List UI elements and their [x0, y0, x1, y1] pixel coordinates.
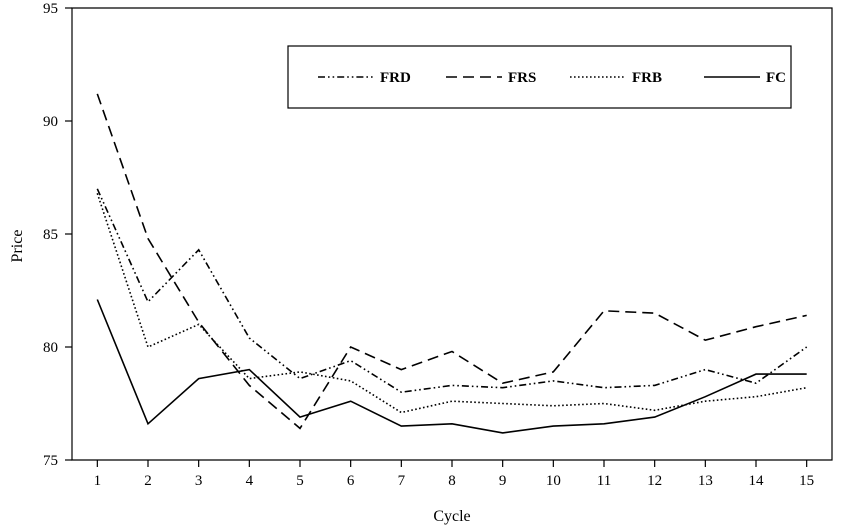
axes: [71, 7, 833, 461]
legend-label-frb: FRB: [632, 70, 662, 86]
legend-label-frd: FRD: [380, 70, 411, 86]
x-tick-label: 8: [448, 473, 456, 489]
series-line-fc: [96, 299, 807, 434]
series-line-frd: [96, 188, 808, 394]
x-tick-label: 4: [246, 473, 254, 489]
plot-frame: [71, 7, 833, 461]
x-tick-label: 11: [597, 473, 611, 489]
x-tick-label: 1: [94, 473, 102, 489]
x-tick-label: 7: [398, 473, 406, 489]
y-tick-label: 85: [43, 227, 58, 243]
y-axis-title: Price: [9, 230, 26, 263]
x-tick-label: 5: [296, 473, 304, 489]
x-tick-label: 9: [499, 473, 507, 489]
x-tick-label: 2: [144, 473, 152, 489]
y-tick-label: 95: [43, 1, 58, 17]
legend-label-fc: FC: [766, 70, 786, 86]
x-tick-label: 15: [799, 473, 814, 489]
series-lines: [96, 93, 808, 434]
y-tick-label: 80: [43, 340, 58, 356]
x-axis-title: Cycle: [433, 508, 470, 525]
y-tick-label: 75: [43, 453, 58, 469]
legend: FRD FRS FRB FC: [287, 45, 792, 109]
legend-label-frs: FRS: [508, 70, 536, 86]
x-tick-label: 3: [195, 473, 203, 489]
x-tick-label: 14: [749, 473, 765, 489]
x-tick-label: 12: [647, 473, 662, 489]
x-axis-ticks: 1 2 3 4 5 6 7 8 9 10 11 12 13 14 15: [94, 460, 814, 489]
series-line-frs: [96, 93, 807, 430]
y-tick-label: 90: [43, 114, 58, 130]
y-axis-ticks: 75 80 85 90 95: [43, 1, 72, 469]
x-tick-label: 10: [546, 473, 561, 489]
x-tick-label: 13: [698, 473, 713, 489]
x-tick-label: 6: [347, 473, 355, 489]
series-line-frb: [96, 193, 807, 414]
